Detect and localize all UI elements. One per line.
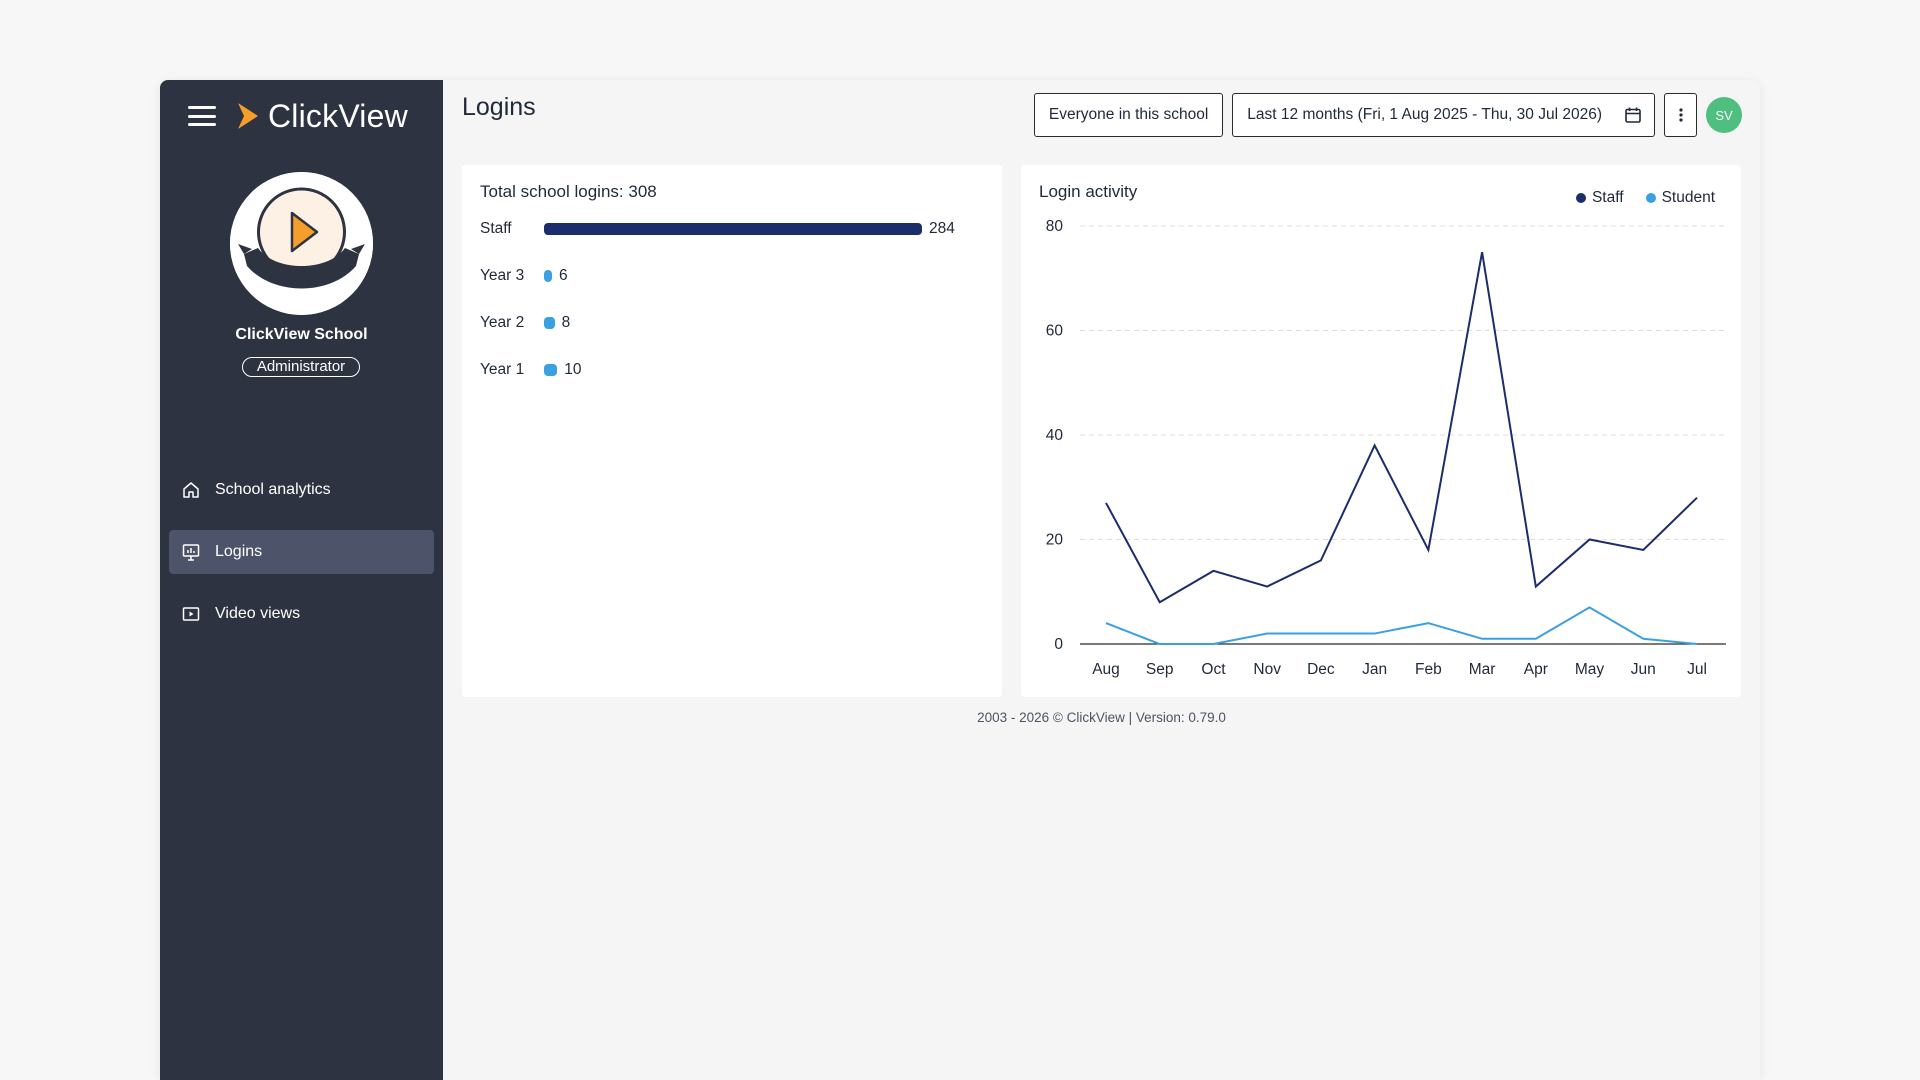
more-options-button[interactable] (1664, 93, 1697, 137)
audience-filter-button[interactable]: Everyone in this school (1033, 93, 1224, 137)
series-line-staff[interactable] (1105, 251, 1698, 604)
main-content: Logins Everyone in this school Last 12 m… (443, 80, 1760, 1080)
sidebar-item-school-analytics[interactable]: School analytics (169, 468, 434, 512)
sidebar-item-label: Video views (215, 605, 301, 622)
x-tick-label: Jan (1362, 661, 1387, 678)
x-tick-label: Jul (1687, 661, 1707, 678)
x-tick-label: Jun (1631, 661, 1656, 678)
y-tick-label: 0 (1054, 636, 1063, 653)
bar-row: Year 3 6 (480, 266, 568, 286)
date-range-button[interactable]: Last 12 months (Fri, 1 Aug 2025 - Thu, 3… (1232, 93, 1655, 137)
bar-row: Year 2 8 (480, 313, 570, 333)
video-icon (181, 604, 201, 624)
series-line-student[interactable] (1105, 606, 1698, 645)
sidebar-header: ClickView (188, 96, 408, 136)
x-tick-label: Nov (1253, 661, 1281, 678)
activity-card-title: Login activity (1039, 182, 1138, 201)
sidebar-item-video-views[interactable]: Video views (169, 592, 434, 636)
school-name: ClickView School (235, 326, 368, 343)
user-avatar[interactable]: SV (1706, 97, 1742, 133)
sidebar: ClickView ClickView School Administrator… (160, 80, 443, 1080)
bar-label: Year 1 (480, 361, 525, 378)
bar-row: Year 1 10 (480, 360, 582, 380)
presentation-chart-icon (181, 542, 201, 562)
legend-dot (1645, 193, 1656, 203)
toolbar: Everyone in this school Last 12 months (… (1033, 93, 1742, 137)
brand-name: ClickView (268, 97, 408, 134)
legend-item-student[interactable]: Student (1645, 189, 1715, 207)
bar-row: Staff 284 (480, 219, 955, 239)
y-tick-label: 60 (1046, 323, 1064, 340)
legend-label: Staff (1591, 189, 1624, 206)
x-tick-label: Sep (1146, 661, 1174, 678)
sidebar-item-label: School analytics (215, 481, 331, 498)
kebab-icon (1678, 108, 1683, 122)
bar[interactable] (544, 270, 552, 282)
bar-label: Year 3 (480, 267, 525, 284)
logins-card-title: Total school logins: 308 (480, 182, 657, 201)
brand-logo[interactable]: ClickView (234, 98, 408, 135)
login-activity-chart: 0 20 40 60 80 Aug Sep Oct Nov Dec Jan Feb Mar Apr May J… (1046, 218, 1726, 678)
calendar-icon (1624, 106, 1642, 124)
page-title: Logins (462, 93, 536, 121)
clickview-play-icon (238, 103, 258, 129)
y-tick-label: 20 (1046, 532, 1064, 549)
footer: 2003 - 2026 © ClickView | Version: 0.79.… (977, 710, 1226, 725)
sidebar-nav: School analytics Logins Video views (169, 468, 434, 654)
role-badge: Administrator (242, 357, 360, 377)
x-tick-label: Feb (1415, 661, 1442, 678)
menu-icon[interactable] (188, 104, 216, 128)
date-range-label: Last 12 months (Fri, 1 Aug 2025 - Thu, 3… (1247, 106, 1602, 123)
x-tick-label: Aug (1092, 661, 1120, 678)
login-activity-card: Login activity Staff Student 0 20 40 60 80 Au… (1021, 165, 1741, 697)
y-tick-label: 40 (1046, 427, 1064, 444)
bar-value: 6 (559, 267, 568, 284)
home-icon (181, 480, 201, 500)
x-tick-label: Mar (1469, 661, 1496, 678)
legend-item-staff[interactable]: Staff (1575, 189, 1624, 207)
x-tick-label: May (1575, 661, 1605, 678)
y-tick-label: 80 (1046, 218, 1064, 235)
app-window: ClickView ClickView School Administrator… (160, 80, 1760, 1080)
logins-card: Total school logins: 308 Staff 284 Year 3 6… (462, 165, 1002, 697)
bar-label: Staff (480, 220, 512, 237)
bar[interactable] (544, 317, 555, 329)
school-avatar (230, 172, 373, 315)
sidebar-item-logins[interactable]: Logins (169, 530, 434, 574)
bar[interactable] (544, 364, 558, 376)
bar-label: Year 2 (480, 314, 525, 331)
chart-legend: Staff Student (1554, 189, 1715, 207)
sidebar-item-label: Logins (215, 543, 263, 560)
bar-value: 284 (929, 220, 955, 237)
legend-label: Student (1661, 189, 1715, 206)
bar[interactable] (544, 223, 922, 235)
x-tick-label: Dec (1307, 661, 1335, 678)
x-tick-label: Oct (1201, 661, 1226, 678)
bar-value: 8 (561, 314, 571, 331)
x-tick-label: Apr (1524, 661, 1548, 678)
bar-value: 10 (564, 361, 582, 378)
legend-dot (1575, 193, 1586, 203)
